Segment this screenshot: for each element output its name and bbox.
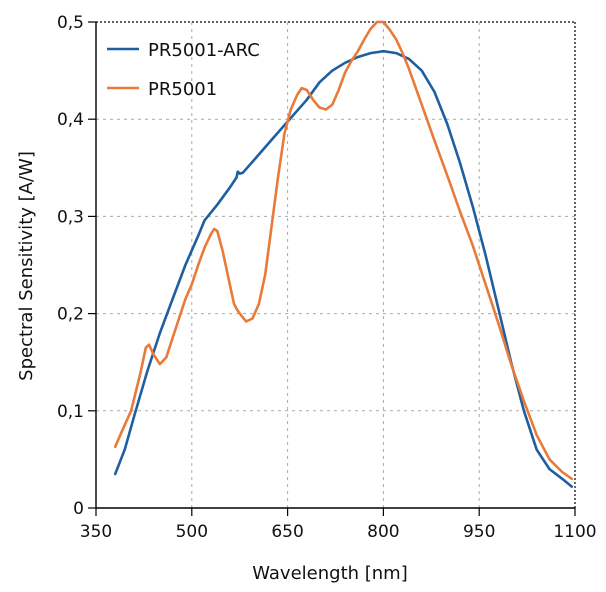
x-tick-label-4: 950: [463, 522, 495, 542]
x-tick-label-1: 500: [176, 522, 208, 542]
x-tick-label-0: 350: [80, 522, 112, 542]
y-axis-title: Spectral Sensitivity [A/W]: [16, 151, 37, 381]
y-tick-label-2: 0,2: [57, 305, 84, 325]
y-tick-label-4: 0,4: [57, 110, 84, 130]
y-tick-label-1: 0,1: [57, 402, 84, 422]
series-line-0: [115, 51, 572, 486]
x-tick-label-2: 650: [271, 522, 303, 542]
y-tick-label-0: 0: [73, 499, 84, 519]
x-tick-label-5: 1100: [553, 522, 596, 542]
legend-label-1: PR5001: [148, 79, 217, 100]
y-tick-label-3: 0,3: [57, 207, 84, 227]
legend: PR5001-ARC PR5001: [107, 40, 260, 100]
y-tick-label-5: 0,5: [57, 13, 84, 33]
x-axis-title: Wavelength [nm]: [252, 563, 408, 584]
legend-label-0: PR5001-ARC: [148, 40, 260, 61]
x-tick-label-3: 800: [367, 522, 399, 542]
ticks-layer: 350 500 650 800 950 1100 0 0,1 0,2 0,3 0,4 0,5: [57, 13, 597, 542]
